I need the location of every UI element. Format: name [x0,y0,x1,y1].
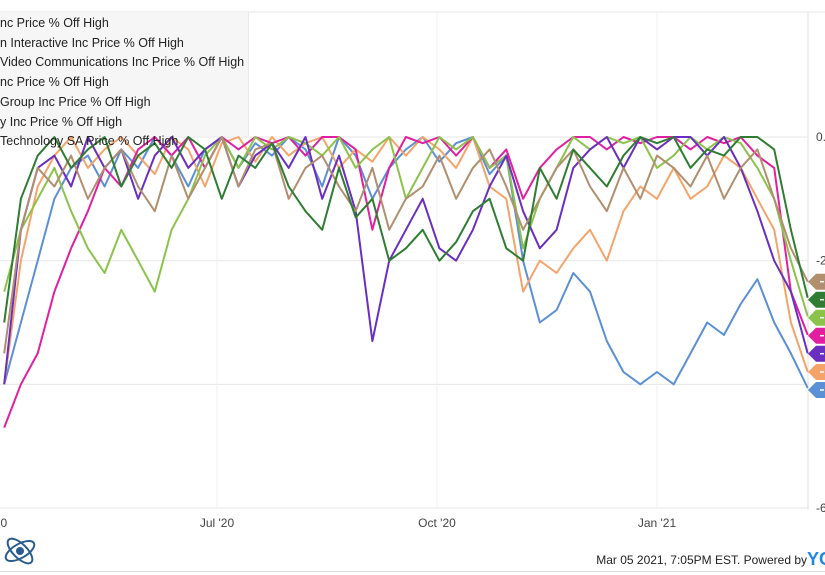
legend: nc Price % Off High n Interactive Inc Pri… [0,12,249,148]
y-tick-label: 0.00% [816,130,825,144]
legend-item[interactable]: Video Communications Inc Price % Off Hig… [0,55,245,70]
ycharts-brand[interactable]: YCHARTS [807,549,825,569]
x-tick-label: Oct '20 [418,516,456,530]
y-tick-label: -60.00% [816,501,825,515]
series-end-marker [808,327,825,344]
legend-item[interactable]: nc Price % Off High [0,75,109,90]
legend-item[interactable]: Group Inc Price % Off High [0,94,151,109]
x-tick-label: Jan '21 [638,516,677,530]
legend-item[interactable]: y Inc Price % Off High [0,114,123,129]
series-line [3,136,809,323]
series-end-marker [808,363,825,380]
series-line [3,136,809,389]
series-end-marker [808,381,825,398]
legend-item[interactable]: Technology SA Price % Off High [0,134,179,149]
x-tick-label: '20 [0,516,8,530]
legend-item[interactable]: n Interactive Inc Price % Off High [0,35,184,50]
series-line [3,136,809,317]
series-end-marker [808,291,825,308]
divider [0,571,825,572]
series-end-marker [808,273,825,290]
y-tick-label: -20.00% [816,254,825,268]
logo-icon [4,537,36,565]
series-end-marker [808,345,825,362]
series-end-marker [808,309,825,326]
series-line [3,136,809,354]
legend-item[interactable]: nc Price % Off High [0,16,109,30]
x-tick-label: Jul '20 [200,516,235,530]
footer-timestamp: Mar 05 2021, 7:05PM EST. Powered by [596,553,807,567]
